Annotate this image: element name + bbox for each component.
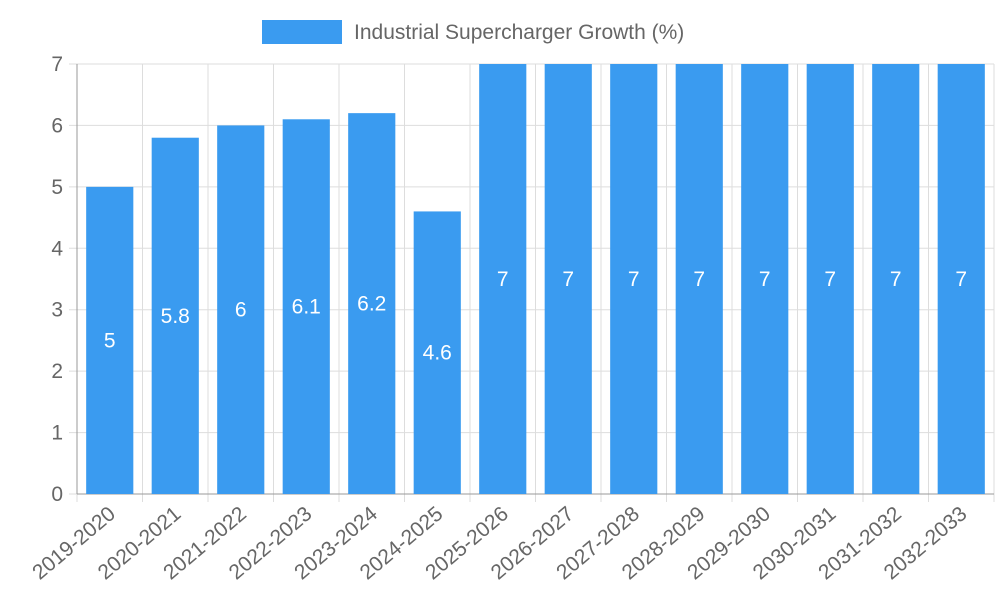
bar-value-label: 7 [628, 268, 640, 291]
bar-value-label: 5 [104, 329, 116, 352]
bar-value-label: 6.2 [357, 293, 386, 316]
bar-value-label: 4.6 [423, 342, 452, 365]
bars [86, 64, 985, 495]
y-tick-label: 5 [51, 176, 63, 199]
bar-value-label: 7 [759, 268, 771, 291]
y-axis-ticks: 0 1 2 3 4 5 6 7 [51, 53, 63, 506]
bar-value-label: 7 [824, 268, 836, 291]
bar[interactable] [348, 113, 396, 495]
y-tick-label: 2 [51, 360, 63, 383]
data-labels: 5 5.8 6 6.1 6.2 4.6 7 7 7 7 7 7 7 7 [104, 268, 967, 365]
y-tick-label: 1 [51, 422, 63, 445]
bar[interactable] [937, 64, 985, 494]
bar[interactable] [610, 64, 658, 494]
y-tick-label: 6 [51, 114, 63, 137]
bar[interactable] [151, 137, 199, 494]
bar[interactable] [217, 125, 265, 494]
bar[interactable] [675, 64, 723, 494]
bar-value-label: 7 [693, 268, 705, 291]
bar-value-label: 7 [562, 268, 574, 291]
bar-value-label: 7 [497, 268, 509, 291]
bar-value-label: 7 [890, 268, 902, 291]
bar[interactable] [741, 64, 789, 494]
bar-value-label: 6.1 [292, 296, 321, 319]
bar-value-label: 5.8 [161, 305, 190, 328]
gridlines [69, 63, 995, 502]
legend-label: Industrial Supercharger Growth (%) [354, 21, 684, 44]
bar[interactable] [806, 64, 854, 494]
bar[interactable] [413, 211, 461, 494]
bar-value-label: 6 [235, 299, 247, 322]
y-tick-label: 7 [51, 53, 63, 76]
y-tick-label: 3 [51, 299, 63, 322]
bar[interactable] [479, 64, 527, 494]
legend[interactable]: Industrial Supercharger Growth (%) [262, 20, 684, 44]
bar[interactable] [544, 64, 592, 494]
bar[interactable] [282, 119, 330, 495]
y-tick-label: 4 [51, 237, 63, 260]
legend-swatch [262, 20, 342, 44]
bar-value-label: 7 [955, 268, 967, 291]
bar[interactable] [872, 64, 920, 494]
bar[interactable] [86, 186, 134, 494]
x-axis-ticks: 2019-20202020-20212021-20222022-20232023… [28, 502, 971, 584]
y-tick-label: 0 [51, 483, 63, 506]
